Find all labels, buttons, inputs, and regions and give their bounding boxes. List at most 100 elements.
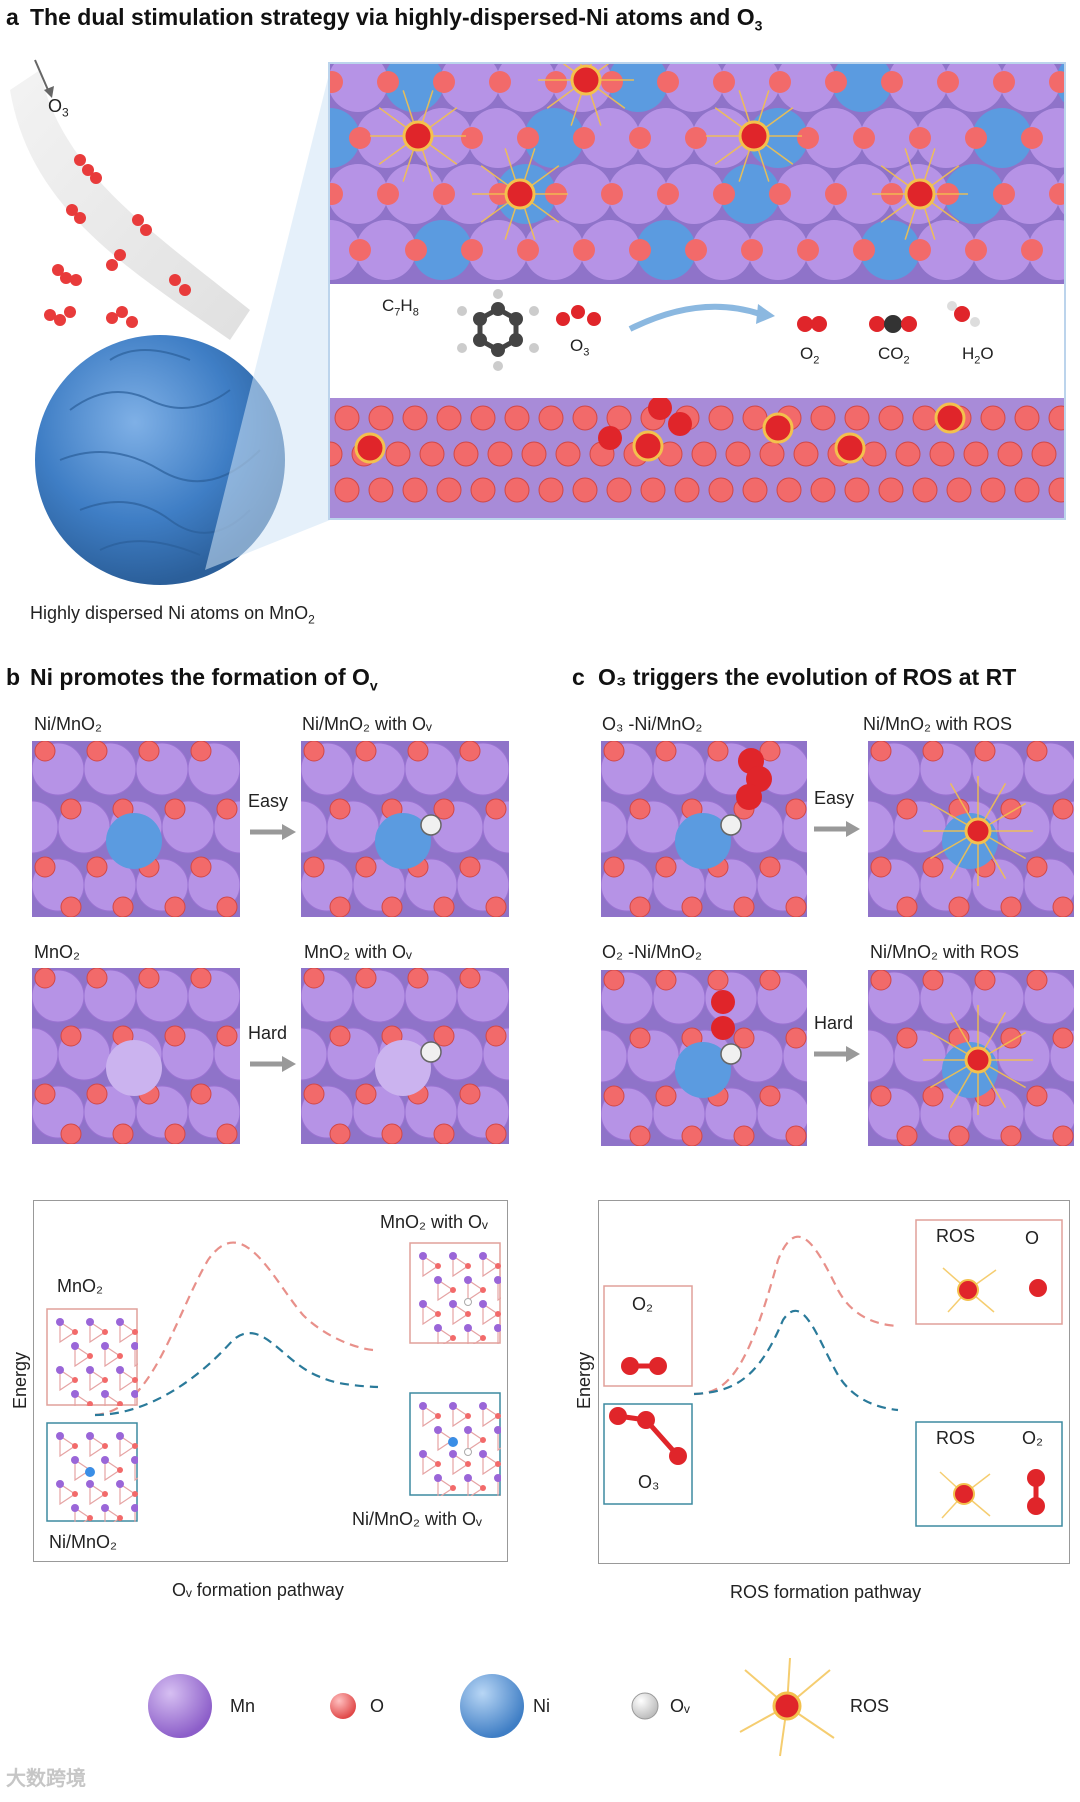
c-tile1 [601,741,807,917]
b-hard-label: Hard [248,1023,288,1043]
c-diag-o3: O₃ [638,1472,660,1492]
c-tile3 [601,970,807,1146]
b-diag-mno2: MnO₂ [57,1276,103,1296]
c-box-o2 [603,1285,693,1387]
o3-molecule [556,305,601,326]
c-tile4 [868,970,1074,1146]
panel-b-letter: b [6,664,21,690]
ozone-stream [10,70,250,340]
c-diag-o2: O₂ [632,1294,653,1314]
b-mini-mno2-ov [409,1242,501,1344]
panel-a-title-sub: 3 [754,17,763,34]
b-easy-arrow [250,824,296,840]
legend-ros-label: ROS [850,1696,890,1716]
b-easy-label: Easy [248,791,289,811]
b-diag-ni-mno2-ov: Ni/MnO₂ with Oᵥ [352,1509,482,1529]
legend-ni-label: Ni [533,1696,550,1716]
b-tile3-label: MnO₂ [34,942,80,962]
c-tile4-label: Ni/MnO₂ with ROS [870,942,1020,962]
c-diag-o2b: O₂ [1022,1428,1043,1448]
legend-o-swatch [330,1693,356,1719]
c-tile1-label: O₃ -Ni/MnO₂ [602,714,703,734]
b-diag-ni-mno2: Ni/MnO₂ [49,1532,117,1552]
c-pathway-label: ROS formation pathway [730,1582,922,1602]
b-tile1 [32,741,240,917]
o3-label-sub: 3 [62,105,69,120]
c-tile2 [868,741,1074,917]
reaction-illustration [457,289,980,371]
b-energy-axis: Energy [10,1351,31,1410]
b-curve-mno2 [94,1241,374,1417]
surface-lattice-top [330,64,1064,284]
legend-o-label: O [370,1696,385,1716]
legend-mn-swatch [148,1674,212,1738]
o2-product [797,316,827,332]
c-box-ros-o2 [915,1421,1063,1527]
o3-arrow [34,59,49,91]
b-curve-ni [94,1332,379,1417]
panel-b-title-sub: v [369,677,378,694]
co2-product [869,315,917,333]
c-easy-arrow [814,821,860,837]
surface-zoom-box: C7H8 O3 O2 CO2 H2O [328,62,1066,520]
particle-caption: Highly dispersed Ni atoms on MnO2 [30,603,315,627]
h2o-product [947,301,980,327]
c-box-o3-molecule [609,1407,687,1465]
c-easy-label: Easy [814,788,855,808]
mol-co2: CO2 [878,344,910,367]
b-tile3 [32,968,240,1144]
b-pathway-label: Oᵥ formation pathway [172,1580,344,1600]
legend-mn-label: Mn [230,1696,256,1716]
legend-ov-swatch [631,1692,659,1720]
b-tile4 [301,968,509,1144]
c-diag-o-atom: O [1025,1228,1040,1248]
c-box-ros-o [915,1219,1063,1325]
c-hard-arrow [814,1046,860,1062]
surface-lattice-bottom [330,398,1064,518]
panel-b-title: Ni promotes the formation of Ov [30,664,378,694]
b-mini-ni-mno2-ov [409,1392,501,1496]
panel-c-title: O₃ triggers the evolution of ROS at RT [598,664,1017,690]
panel-a-letter: a [6,4,19,30]
mol-o2: O2 [800,344,820,367]
b-tile2-label: Ni/MnO₂ with Oᵥ [302,714,432,734]
o3-label: O3 [48,96,69,120]
c-diag-ros2: ROS [936,1428,976,1448]
particle-illustration [10,59,285,585]
c-box-ros-o2-glyphs [939,1469,1045,1519]
panel-b-title-text: Ni promotes the formation of O [30,664,370,690]
c-box-o3 [603,1403,693,1505]
b-diag-mno2-ov: MnO₂ with Oᵥ [380,1212,488,1232]
toluene-molecule [457,289,539,371]
panel-a-title-text: The dual stimulation strategy via highly… [30,4,755,30]
c-curve-o3 [693,1309,899,1412]
b-mini-ni-mno2 [46,1422,138,1522]
reaction-arrow [628,303,761,332]
watermark: 大数跨境 [6,1768,86,1790]
c-tile2-label: Ni/MnO₂ with ROS [863,714,1013,734]
b-tile2 [301,741,509,917]
b-mini-mno2 [46,1308,138,1406]
b-tile1-label: Ni/MnO₂ [34,714,102,734]
legend-ni-swatch [460,1674,524,1738]
o3-label-text: O [48,96,63,116]
b-tile4-label: MnO₂ with Oᵥ [304,942,412,962]
c-curve-o2 [693,1235,899,1396]
mol-o3: O3 [570,336,590,359]
ozone-molecules [44,154,191,328]
b-hard-arrow [250,1056,296,1072]
c-energy-curves [603,1219,1063,1527]
legend-ov-label: Oᵥ [670,1696,690,1716]
panel-c-letter: c [572,664,585,690]
mol-h2o: H2O [962,344,994,367]
c-tile3-label: O₂ -Ni/MnO₂ [602,942,702,962]
mol-c7h8: C7H8 [382,296,419,319]
b-energy-curves [94,1241,379,1417]
c-box-ros-o-glyphs [942,1267,1047,1313]
legend [148,1657,835,1757]
c-energy-axis: Energy [574,1351,595,1410]
c-diag-ros1: ROS [936,1226,976,1246]
particle-caption-text: Highly dispersed Ni atoms on MnO [30,603,309,623]
legend-ros-swatch [739,1657,835,1757]
particle-caption-sub: 2 [308,612,315,627]
